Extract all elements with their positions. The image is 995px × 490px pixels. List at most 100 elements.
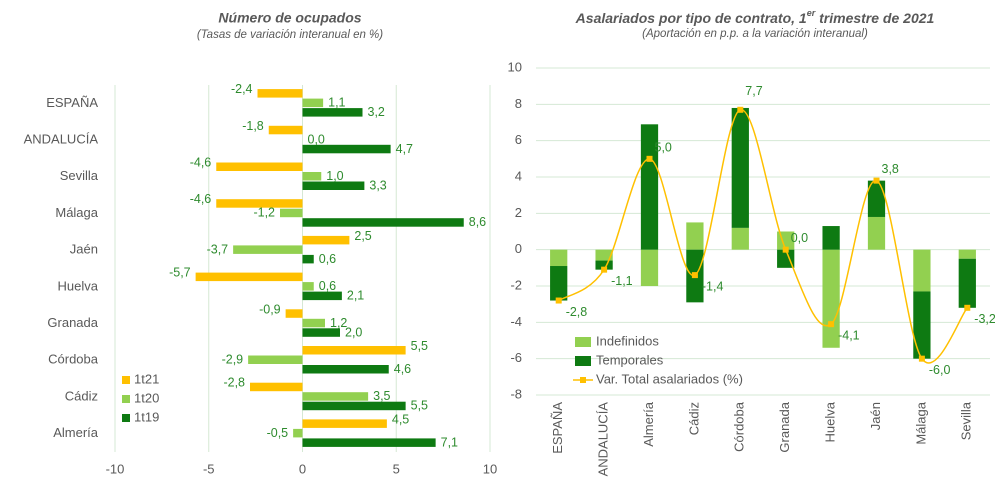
legend-label: Indefinidos [596, 333, 659, 348]
line-marker [555, 297, 562, 304]
line-marker [782, 246, 789, 253]
data-label: 2,0 [345, 325, 362, 339]
bar-segment [822, 226, 840, 250]
data-label: -6,0 [929, 363, 951, 377]
x-tick-label: -5 [203, 461, 215, 476]
bar [302, 98, 324, 108]
bar-segment [550, 266, 568, 301]
line-marker [873, 177, 880, 184]
line-marker [646, 155, 653, 162]
x-tick-label: Sevilla [959, 401, 974, 440]
bar-segment [686, 222, 704, 250]
data-label: -1,4 [702, 279, 724, 293]
data-label: -2,9 [222, 353, 244, 367]
line-marker [964, 304, 971, 311]
x-tick-label: Almería [641, 401, 656, 447]
bar [268, 125, 303, 135]
bar-segment [777, 249, 795, 268]
line-marker [691, 272, 698, 279]
x-tick-label: Córdoba [732, 401, 747, 452]
x-tick-label: ANDALUCÍA [596, 402, 611, 477]
bar-segment [550, 249, 568, 267]
y-tick-label: Córdoba [48, 352, 99, 367]
data-label: -2,8 [566, 305, 588, 319]
x-tick-label: Granada [777, 401, 792, 452]
bar-segment [731, 227, 749, 250]
x-tick-label: -10 [106, 461, 125, 476]
bar [302, 218, 464, 227]
legend-label: 1t20 [134, 390, 159, 405]
y-tick-label: -8 [510, 386, 522, 401]
title-part: trimestre de 2021 [815, 10, 934, 26]
legend-label: 1t19 [134, 409, 159, 424]
data-label: 5,5 [411, 399, 428, 413]
y-tick-label: Almería [53, 425, 99, 440]
y-tick-label: -6 [510, 350, 522, 365]
chart-title: Número de ocupados [218, 10, 361, 26]
data-label: 1,2 [330, 316, 347, 330]
y-tick-label: Málaga [55, 205, 98, 220]
line-marker [737, 106, 744, 113]
bar-segment [640, 249, 659, 286]
bar [302, 346, 406, 355]
y-tick-label: Cádiz [65, 388, 98, 403]
data-label: -2,4 [231, 82, 253, 96]
bar [233, 245, 303, 254]
bar [302, 392, 369, 401]
y-tick-label: 2 [515, 205, 522, 220]
bar [293, 428, 303, 438]
bar [285, 309, 303, 318]
bar [250, 382, 303, 392]
data-label: -5,7 [169, 266, 191, 280]
bar [195, 272, 303, 282]
y-tick-label: Granada [47, 315, 98, 330]
data-label: -3,2 [974, 312, 995, 326]
data-label: -1,2 [253, 206, 275, 220]
legend-swatch [122, 376, 130, 384]
bar-segment [595, 249, 613, 261]
data-label: 4,5 [392, 412, 409, 426]
chart-subtitle: (Aportación en p.p. a la variación inter… [642, 28, 868, 40]
data-label: 2,5 [354, 229, 371, 243]
bar [257, 89, 303, 98]
y-tick-label: -2 [510, 277, 522, 292]
bar [216, 199, 303, 208]
bar [280, 208, 303, 218]
bar [302, 318, 325, 328]
y-tick-label: 6 [515, 132, 522, 147]
legend-label: 1t21 [134, 371, 159, 386]
bar-segment [958, 249, 976, 259]
y-tick-label: ANDALUCÍA [24, 131, 99, 146]
bar-segment [731, 107, 749, 228]
x-tick-label: 0 [299, 461, 306, 476]
bar [302, 254, 314, 264]
x-tick-label: 10 [483, 461, 497, 476]
data-label: 5,5 [411, 339, 428, 353]
line-marker [828, 321, 835, 328]
y-tick-label: 8 [515, 96, 522, 111]
legend-swatch [122, 395, 130, 403]
x-tick-label: Cádiz [686, 402, 701, 435]
data-label: -4,6 [190, 192, 212, 206]
line-marker [918, 355, 925, 362]
data-label: 0,6 [319, 279, 336, 293]
bar [302, 401, 406, 411]
y-tick-label: Sevilla [60, 168, 99, 183]
data-label: -4,6 [190, 156, 212, 170]
data-label: 4,7 [396, 142, 413, 156]
data-label: -0,9 [259, 302, 281, 316]
legend-marker [580, 377, 586, 383]
bar-segment [867, 216, 886, 250]
chart-title: Asalariados por tipo de contrato, 1er tr… [575, 8, 935, 25]
legend-label: Temporales [596, 352, 664, 367]
bar-segment [640, 124, 659, 250]
legend-label: Var. Total asalariados (%) [596, 371, 743, 386]
data-label: -3,7 [207, 242, 229, 256]
bar [302, 282, 314, 291]
bar-segment [913, 291, 931, 359]
y-tick-label: -4 [510, 314, 522, 329]
bar [302, 438, 436, 447]
title-part: Asalariados por tipo de contrato, 1 [575, 10, 807, 26]
y-tick-label: Huelva [58, 278, 99, 293]
bar-segment [958, 258, 976, 308]
